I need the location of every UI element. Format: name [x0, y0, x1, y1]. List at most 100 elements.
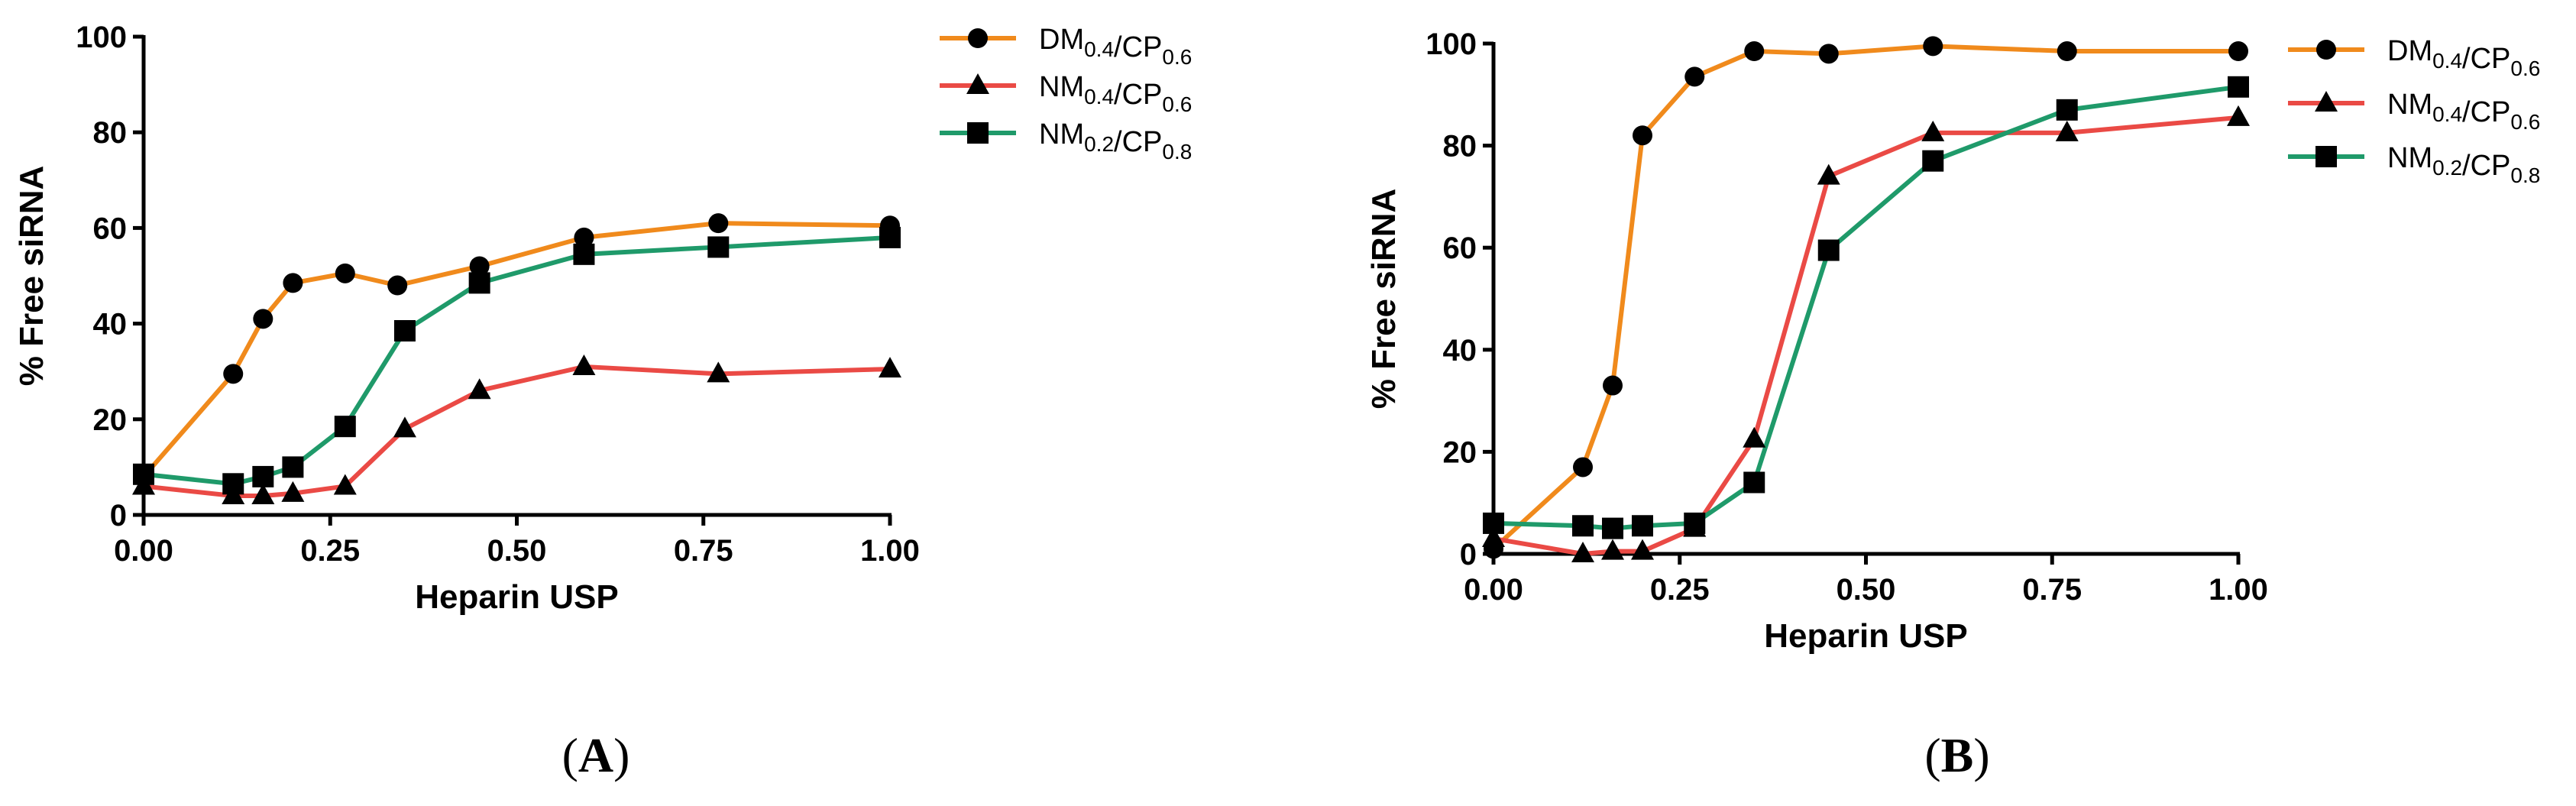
panel-b-series-line-triangle [1493, 115, 2239, 556]
panel-a-legend-marker-square [967, 122, 989, 144]
panel-a-data-point-circle [574, 227, 594, 248]
panel-a-series-line-triangle [143, 364, 891, 498]
panel-a-x-tick-label: 1.00 [860, 534, 920, 568]
panel-a-y-tick-label: 40 [93, 308, 128, 341]
panel-a-y-tick-label: 100 [76, 21, 127, 54]
panel-b-data-point-square [2056, 99, 2078, 121]
panel-a-x-tick-label: 0.50 [487, 534, 547, 568]
panel-b-x-tick-label: 0.00 [1464, 573, 1523, 607]
panel-a-legend-label: NM0.2/CP0.8 [1039, 118, 1192, 163]
panel-a-y-tick-label: 20 [93, 403, 128, 437]
panel-b-data-point-square [2228, 76, 2249, 98]
panel-a-data-point-square [468, 272, 490, 294]
panel-b-y-tick-label: 20 [1443, 435, 1477, 469]
panel-b-data-point-square [1922, 150, 1944, 172]
panel-b-x-tick-label: 0.75 [2022, 573, 2082, 607]
panel-a-data-point-square [334, 416, 356, 438]
panel-a-legend-item: NM0.4/CP0.6 [940, 71, 1192, 116]
panel-a-y-tick-label: 80 [93, 116, 128, 150]
panel-a-legend-marker-triangle [966, 73, 989, 94]
panel-b-data-point-circle [1573, 457, 1593, 477]
panel-b-data-point-square [1602, 517, 1623, 539]
panel-a-data-point-circle [253, 309, 273, 329]
panel-b-x-tick-label: 1.00 [2209, 573, 2268, 607]
panel-a-data-point-circle [387, 275, 408, 296]
panel-b-x-tick-label: 0.25 [1650, 573, 1710, 607]
panel-a-data-point-circle [283, 273, 303, 293]
panel-a-legend-label: DM0.4/CP0.6 [1039, 24, 1192, 69]
panel-a: 0 20 40 60 80 100 0.00 0.25 0.50 0.75 1.00 Heparin … [13, 21, 1192, 782]
panel-a-x-axis-title: Heparin USP [415, 578, 619, 616]
panel-a-data-point-square [282, 456, 304, 478]
panel-b-x-tick-label: 0.50 [1837, 573, 1896, 607]
panel-b-legend-marker-square [2315, 146, 2337, 167]
panel-b-data-point-triangle [1571, 542, 1594, 562]
panel-a-y-axis-title: % Free siRNA [13, 166, 50, 387]
panel-a-x-tick-label: 0.25 [300, 534, 360, 568]
panel-a-data-point-square [252, 465, 274, 487]
panel-a-y-tick-label: 0 [110, 499, 127, 532]
panel-b-data-point-circle [2057, 41, 2077, 62]
panel-b-legend-item: NM0.4/CP0.6 [2288, 89, 2540, 134]
panel-a-data-point-triangle [393, 416, 416, 438]
panel-b-data-point-circle [1684, 66, 1705, 87]
panel-b-series-line-square [1493, 84, 2239, 531]
panel-a-data-point-triangle [572, 354, 596, 375]
panel-b-x-axis-title: Heparin USP [1764, 617, 1968, 655]
panel-a-legend-item: NM0.2/CP0.8 [940, 118, 1192, 163]
panel-b-series-line-circle [1491, 44, 2238, 551]
panel-b-data-point-triangle [1482, 526, 1505, 547]
panel-b-data-point-square [1632, 515, 1653, 537]
panel-b-data-point-triangle [2227, 105, 2250, 126]
panel-a-legend-marker-circle [968, 28, 988, 48]
panel-a-data-point-circle [469, 256, 490, 277]
panel-b-y-tick-label: 100 [1426, 28, 1477, 61]
panel-b-data-point-square [1483, 512, 1504, 534]
panel-a-data-point-square [573, 243, 595, 265]
panel-b-y-tick-label: 40 [1443, 334, 1477, 367]
panel-a-legend-item: DM0.4/CP0.6 [940, 24, 1192, 69]
panel-b-data-point-triangle [1921, 120, 1945, 141]
panel-a-series-line-circle [141, 221, 891, 478]
panel-b-y-tick-label: 60 [1443, 231, 1477, 265]
panel-a-data-point-square [879, 226, 901, 248]
panel-a-data-point-triangle [251, 483, 275, 504]
panel-a-y-tick-label: 60 [93, 212, 128, 245]
panel-b-data-point-circle [1633, 125, 1652, 146]
panel-b-data-point-circle [1603, 375, 1623, 396]
panel-b-legend-label: NM0.2/CP0.8 [2387, 142, 2540, 187]
panel-b-data-point-triangle [2055, 120, 2079, 141]
panel-b-data-point-circle [2228, 41, 2248, 62]
panel-b-data-point-triangle [1631, 539, 1654, 560]
panel-a-label: (A) [562, 728, 630, 782]
panel-b-data-point-triangle [1601, 539, 1624, 560]
panel-b-data-point-triangle [1743, 426, 1766, 448]
panel-a-data-point-square [393, 319, 416, 341]
panel-b-legend-item: NM0.2/CP0.8 [2288, 142, 2540, 187]
panel-a-legend-label: NM0.4/CP0.6 [1039, 71, 1192, 116]
panel-b-data-point-square [1743, 471, 1765, 494]
panel-a-data-point-triangle [281, 481, 305, 502]
panel-b-data-point-triangle [1817, 163, 1840, 185]
panel-b-data-point-square [1817, 239, 1840, 261]
panel-a-data-point-circle [708, 213, 729, 234]
panel-a-series-line-square [143, 235, 891, 487]
panel-b-data-point-square [1572, 515, 1594, 537]
panel-b-legend-marker-circle [2316, 40, 2336, 60]
panel-a-data-point-triangle [879, 357, 901, 378]
panel-b-data-point-circle [1744, 41, 1765, 62]
panel-a-data-point-triangle [468, 378, 491, 400]
panel-b-legend-marker-triangle [2315, 91, 2338, 112]
panel-a-data-point-circle [223, 364, 244, 384]
panel-a-x-tick-label: 0.75 [674, 534, 733, 568]
panel-b-y-tick-label: 80 [1443, 130, 1477, 163]
panel-b-data-point-circle [1818, 44, 1839, 64]
panel-a-data-point-square [707, 236, 730, 258]
panel-b-data-point-square [1684, 512, 1706, 534]
panel-b-data-point-circle [1923, 36, 1943, 57]
panel-a-data-point-circle [335, 263, 355, 283]
panel-a-data-point-triangle [707, 361, 730, 383]
panel-b-legend-label: DM0.4/CP0.6 [2387, 35, 2540, 80]
panel-b-label: (B) [1924, 728, 1989, 782]
